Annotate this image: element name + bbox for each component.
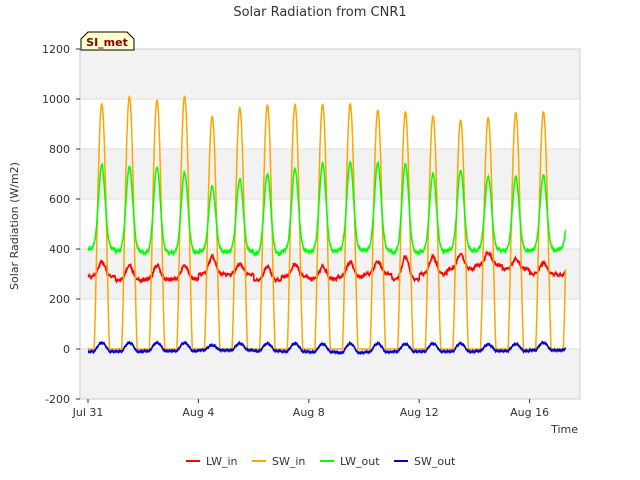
chart-title: Solar Radiation from CNR1 bbox=[233, 5, 406, 20]
legend-label: LW_in bbox=[206, 455, 238, 468]
legend-label: SW_in bbox=[272, 455, 305, 468]
plot-frame bbox=[79, 48, 581, 400]
series-line-sw-out bbox=[87, 339, 567, 356]
x-tick-label: Jul 31 bbox=[72, 406, 104, 419]
site-tag-label: SI_met bbox=[86, 36, 128, 49]
y-tick-label: 200 bbox=[49, 293, 70, 306]
legend: LW_in SW_in LW_out SW_out bbox=[186, 455, 456, 468]
background-band bbox=[80, 249, 580, 299]
y-axis-ticks: -200 0 200 400 600 800 1000 1200 bbox=[42, 43, 80, 406]
x-tick-label: Aug 4 bbox=[182, 406, 214, 419]
series-line-lw-in bbox=[87, 249, 567, 285]
y-tick-label: 800 bbox=[49, 143, 70, 156]
legend-label: SW_out bbox=[414, 455, 456, 468]
legend-label: LW_out bbox=[340, 455, 380, 468]
y-tick-label: 600 bbox=[49, 193, 70, 206]
background-band bbox=[80, 49, 580, 99]
background-band bbox=[80, 99, 580, 149]
y-tick-label: 1000 bbox=[42, 93, 70, 106]
background-bands bbox=[80, 49, 580, 399]
x-tick-label: Aug 12 bbox=[400, 406, 439, 419]
y-axis-label: Solar Radiation (W/m2) bbox=[8, 162, 21, 290]
background-band bbox=[80, 149, 580, 199]
series-line-lw-out bbox=[87, 159, 567, 258]
background-band bbox=[80, 349, 580, 399]
x-axis-label: Time bbox=[550, 423, 578, 436]
site-tag-box bbox=[80, 31, 135, 51]
x-tick-label: Aug 16 bbox=[510, 406, 549, 419]
x-axis-ticks: Jul 31 Aug 4 Aug 8 Aug 12 Aug 16 bbox=[72, 399, 549, 419]
x-tick-label: Aug 8 bbox=[293, 406, 325, 419]
y-tick-label: 400 bbox=[49, 243, 70, 256]
y-tick-label: -200 bbox=[45, 393, 70, 406]
site-tag: SI_met bbox=[80, 31, 135, 51]
series-lines bbox=[87, 95, 567, 356]
y-tick-label: 1200 bbox=[42, 43, 70, 56]
y-tick-label: 0 bbox=[63, 343, 70, 356]
